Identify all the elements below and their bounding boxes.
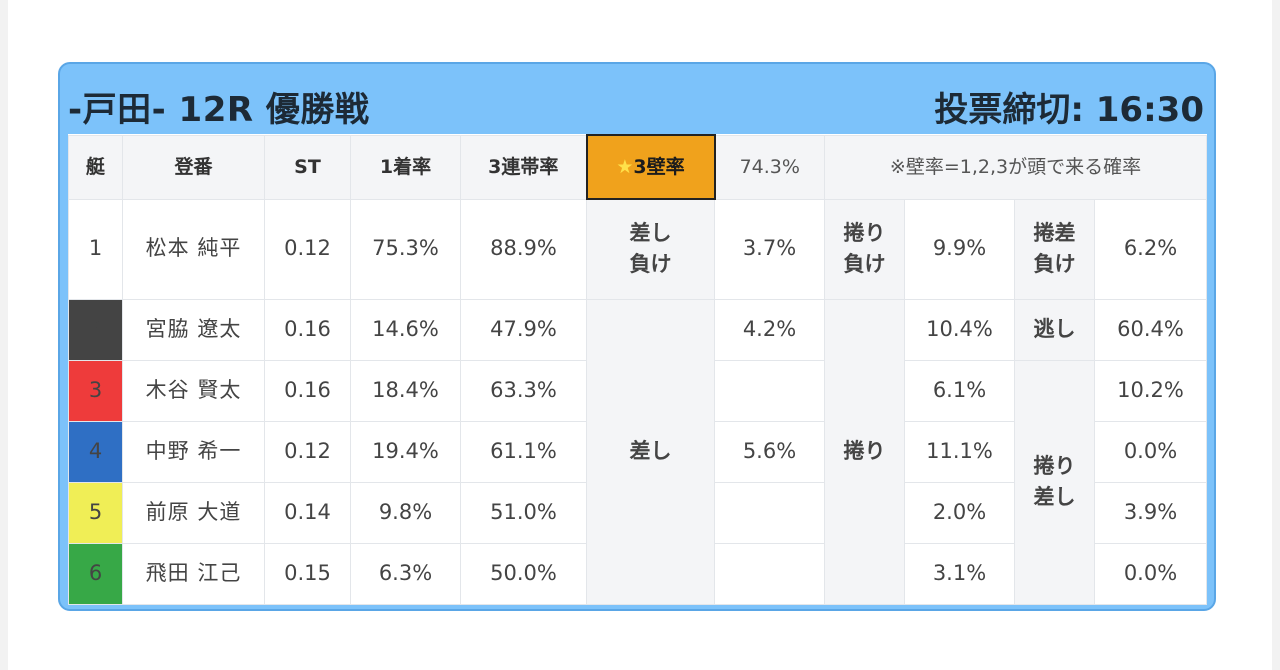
first-rate: 9.8% — [350, 481, 461, 544]
race-panel: -戸田- 12R 優勝戦 投票締切: 16:30 艇 登番 ST 1着率 3連帯… — [58, 62, 1216, 611]
col-first-rate: 1着率 — [350, 134, 461, 200]
sashi-value: 4.2% — [714, 298, 825, 361]
racer-name: 松本 純平 — [122, 198, 265, 300]
first-rate: 6.3% — [350, 542, 461, 605]
st-value: 0.12 — [264, 420, 351, 483]
st-value: 0.16 — [264, 359, 351, 422]
makuri-value: 9.9% — [904, 198, 1015, 300]
label-line: 負け — [629, 252, 672, 277]
left-edge — [0, 0, 8, 670]
makuri-label: 捲り — [824, 298, 905, 605]
racer-name: 木谷 賢太 — [122, 359, 265, 422]
star-icon: ★ — [616, 155, 634, 178]
wall-rate-header: ★3壁率 — [585, 134, 716, 200]
boat-number: 2 — [68, 298, 123, 361]
label-line: 負け — [843, 252, 886, 276]
racer-name: 飛田 江己 — [122, 542, 265, 605]
boat-number: 3 — [68, 359, 123, 422]
sashi-value — [714, 481, 825, 544]
header-row: 艇 登番 ST 1着率 3連帯率 ★3壁率 74.3% ※壁率=1,2,3が頭で… — [68, 134, 1207, 200]
st-value: 0.14 — [264, 481, 351, 544]
label-line: 捲り — [843, 220, 886, 245]
makurisashi-value: 0.0% — [1094, 542, 1207, 605]
right-edge — [1272, 0, 1280, 670]
st-value: 0.16 — [264, 298, 351, 361]
boat-number: 1 — [68, 198, 123, 300]
makurisashi-value: 6.2% — [1094, 198, 1207, 300]
trifecta-rate: 61.1% — [460, 420, 587, 483]
first-rate: 18.4% — [350, 359, 461, 422]
table-row: 2 宮脇 遼太 0.16 14.6% 47.9% 差し 4.2% 捲り 10.4… — [68, 298, 1207, 605]
makurisashi-value: 60.4% — [1094, 298, 1207, 361]
makurisashi-label: 捲り 差し — [1014, 359, 1095, 605]
table-row: 3 木谷 賢太 0.16 18.4% 63.3% 6.1% 捲り差し 10.2% — [68, 359, 1207, 605]
st-value: 0.15 — [264, 542, 351, 605]
sashi-value — [714, 542, 825, 605]
label-line: 捲り — [1033, 453, 1076, 478]
racer-name: 前原 大道 — [122, 481, 265, 544]
sashi-value: 5.6% — [714, 420, 825, 483]
col-boat: 艇 — [68, 134, 123, 200]
makuri-value: 11.1% — [904, 420, 1015, 483]
makurisashi-value: 3.9% — [1094, 481, 1207, 544]
table-row: 1 松本 純平 0.12 75.3% 88.9% 差し 負け 3.7% 捲り 負け … — [68, 198, 1207, 300]
col-st: ST — [264, 134, 351, 200]
trifecta-rate: 88.9% — [460, 198, 587, 300]
table-row: 6 飛田 江己 0.15 6.3% 50.0% 3.1% 0.0% — [68, 542, 1207, 605]
st-value: 0.12 — [264, 198, 351, 300]
col-reg: 登番 — [122, 134, 265, 200]
racer-name: 中野 希一 — [122, 420, 265, 483]
wall-rate-label: 3壁率 — [633, 155, 685, 178]
first-rate: 19.4% — [350, 420, 461, 483]
sashi-value — [714, 359, 825, 422]
boat-number: 5 — [68, 481, 123, 544]
trifecta-rate: 63.3% — [460, 359, 587, 422]
racer-name: 宮脇 遼太 — [122, 298, 265, 361]
wall-rate-note: ※壁率=1,2,3が頭で来る確率 — [824, 134, 1207, 200]
trifecta-rate: 51.0% — [460, 481, 587, 544]
sashi-make-label: 差し 負け — [586, 198, 715, 300]
first-rate: 14.6% — [350, 298, 461, 361]
label-line: 差し — [1033, 485, 1076, 509]
first-rate: 75.3% — [350, 198, 461, 300]
trifecta-rate: 50.0% — [460, 542, 587, 605]
trifecta-rate: 47.9% — [460, 298, 587, 361]
nige-label: 逃し — [1014, 298, 1095, 361]
voting-deadline: 投票締切: 16:30 — [934, 90, 1204, 130]
sashi-value: 3.7% — [714, 198, 825, 300]
col-trifecta-rate: 3連帯率 — [460, 134, 587, 200]
race-table: 艇 登番 ST 1着率 3連帯率 ★3壁率 74.3% ※壁率=1,2,3が頭で… — [68, 134, 1207, 605]
sashi-label: 差し — [586, 298, 715, 605]
boat-number: 6 — [68, 542, 123, 605]
makuri-value: 3.1% — [904, 542, 1015, 605]
label-line: 差し — [629, 220, 672, 245]
label-line: 捲差 — [1033, 220, 1076, 245]
makuri-value: 10.4% — [904, 298, 1015, 361]
makurisashi-value: 0.0% — [1094, 420, 1207, 483]
wall-rate-value: 74.3% — [714, 134, 825, 200]
race-title: -戸田- 12R 優勝戦 — [68, 90, 370, 130]
table-row: 5 前原 大道 0.14 9.8% 51.0% 2.0% 3.9% — [68, 481, 1207, 544]
makuri-value: 6.1% — [904, 359, 1015, 422]
makuri-make-label: 捲り 負け — [824, 198, 905, 300]
makurisashi-value: 10.2% — [1094, 359, 1207, 422]
boat-number: 4 — [68, 420, 123, 483]
label-line: 負け — [1033, 252, 1076, 276]
makuri-value: 2.0% — [904, 481, 1015, 544]
makurisashi-make-label: 捲差 負け — [1014, 198, 1095, 300]
